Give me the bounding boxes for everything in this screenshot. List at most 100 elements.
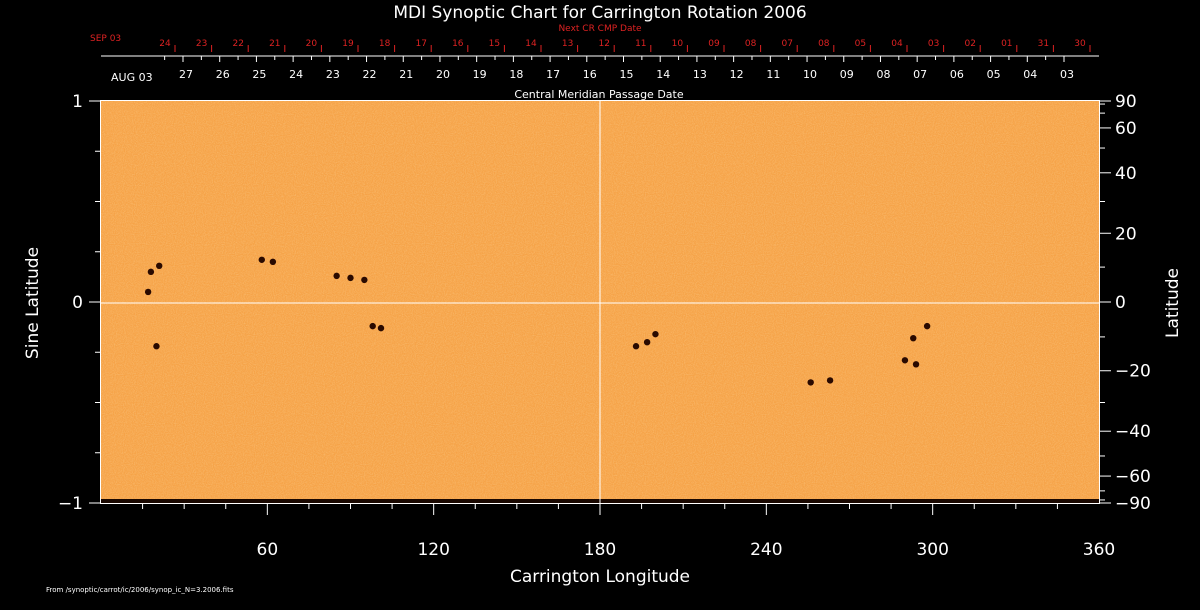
next-cr-label-14: 10	[672, 39, 684, 49]
x-tick-label-3: 240	[750, 540, 782, 560]
next-cr-label: Next CR CMP Date	[558, 24, 642, 34]
y-axis-left-label: Sine Latitude	[23, 247, 43, 359]
next-cr-label-12: 12	[598, 39, 609, 49]
next-cr-label-1: 23	[196, 39, 207, 49]
top-date-label-15: 12	[730, 68, 744, 81]
sunspot-13	[652, 330, 659, 338]
sunspot-1	[156, 262, 163, 270]
y-left-tick-label-2: −1	[58, 494, 83, 514]
y-right-tick-label-6: −40	[1115, 422, 1151, 442]
source-footer: From /synoptic/carrot/ic/2006/synop_ic_N…	[46, 586, 234, 594]
top-date-label-5: 22	[363, 68, 377, 81]
sunspot-17	[912, 361, 920, 368]
top-date-label-16: 11	[766, 68, 780, 81]
chart-title: MDI Synoptic Chart for Carrington Rotati…	[393, 3, 806, 23]
next-cr-label-13: 11	[635, 39, 646, 49]
top-date-label-21: 06	[950, 68, 964, 81]
sunspot-19	[910, 334, 917, 342]
top-date-label-11: 16	[583, 68, 597, 81]
x-tick-label-0: 60	[257, 540, 279, 560]
next-cr-label-17: 07	[781, 39, 792, 49]
y-left-ticks: 1 0 −1	[58, 92, 101, 514]
top-date-label-14: 13	[693, 68, 707, 81]
top-date-label-10: 17	[546, 68, 560, 81]
top-date-label-3: 24	[289, 68, 303, 81]
top-date-label-1: 26	[216, 68, 230, 81]
y-axis-right-label: Latitude	[1163, 268, 1183, 338]
y-right-tick-label-3: 20	[1115, 224, 1137, 244]
x-tick-label-4: 300	[916, 540, 948, 560]
top-date-label-13: 14	[656, 68, 670, 81]
y-right-tick-label-2: 40	[1115, 164, 1137, 184]
y-left-tick-label-0: 1	[72, 92, 83, 112]
next-cr-label-16: 08	[745, 39, 757, 49]
next-cr-start: SEP 03	[90, 34, 121, 44]
next-cr-label-3: 21	[269, 39, 280, 49]
top-date-label-4: 23	[326, 68, 340, 81]
y-right-tick-label-7: −60	[1115, 467, 1151, 487]
next-cr-label-10: 14	[525, 39, 537, 49]
next-cr-label-2: 22	[232, 39, 243, 49]
next-cr-label-0: 24	[159, 39, 171, 49]
top-date-label-22: 05	[987, 68, 1001, 81]
top-date-label-24: 03	[1060, 68, 1074, 81]
x-axis-label: Carrington Longitude	[510, 567, 690, 587]
top-axis-label: Central Meridian Passage Date	[514, 88, 683, 101]
next-cr-label-4: 20	[306, 39, 318, 49]
sunspot-2	[144, 288, 152, 296]
top-date-label-6: 21	[399, 68, 413, 81]
x-tick-label-2: 180	[584, 540, 616, 560]
sunspot-4	[258, 256, 265, 263]
next-cr-label-19: 05	[855, 39, 866, 49]
sunspot-8	[361, 276, 368, 284]
top-date-label-19: 08	[876, 68, 890, 81]
next-cr-label-22: 02	[964, 39, 975, 49]
sunspot-5	[269, 258, 277, 265]
next-cr-label-18: 08	[818, 39, 830, 49]
y-right-tick-label-8: −90	[1115, 494, 1151, 514]
top-date-label-0: 27	[179, 68, 193, 81]
sunspot-16	[901, 357, 909, 364]
next-cr-label-11: 13	[562, 39, 573, 49]
y-right-tick-label-5: −20	[1115, 362, 1151, 382]
top-date-label-17: 10	[803, 68, 817, 81]
sunspot-9	[369, 322, 376, 330]
next-cr-label-7: 17	[415, 39, 426, 49]
sunspot-15	[826, 377, 834, 384]
sunspot-7	[347, 274, 354, 282]
top-date-label-2: 25	[252, 68, 266, 81]
top-date-axis: 27 26 25 24 23 22 21 20 19 18 17 16 15 14 13 12 11 10 09 08…	[101, 55, 1099, 81]
sunspot-12	[643, 339, 651, 346]
top-date-label-7: 20	[436, 68, 450, 81]
sunspot-18	[923, 322, 931, 330]
x-axis-ticks: 60 120 180 240 300 360	[142, 503, 1115, 560]
sunspot-0	[147, 268, 155, 276]
next-cr-label-8: 16	[452, 39, 464, 49]
y-right-ticks: 90 60 40 20 0 −20 −40 −60 −90	[1099, 92, 1151, 514]
x-tick-label-1: 120	[417, 540, 449, 560]
sunspot-10	[377, 324, 385, 332]
next-cr-label-23: 01	[1001, 39, 1012, 49]
sunspot-14	[807, 379, 814, 386]
sunspot-11	[632, 343, 640, 350]
sunspot-3	[153, 343, 160, 350]
sunspot-6	[333, 272, 340, 280]
top-axis-start: AUG 03	[111, 71, 153, 84]
sunspot-group	[144, 256, 931, 386]
y-right-tick-label-1: 60	[1115, 119, 1137, 139]
y-left-tick-label-1: 0	[72, 293, 83, 313]
next-cr-label-15: 09	[708, 39, 720, 49]
next-cr-label-24: 31	[1038, 39, 1049, 49]
top-date-label-8: 19	[473, 68, 487, 81]
top-date-label-20: 07	[913, 68, 927, 81]
next-cr-label-6: 18	[379, 39, 391, 49]
y-right-tick-label-0: 90	[1115, 92, 1137, 112]
y-right-tick-label-4: 0	[1115, 293, 1126, 313]
top-date-label-9: 18	[509, 68, 523, 81]
next-cr-label-20: 04	[891, 39, 903, 49]
next-cr-label-9: 15	[489, 39, 500, 49]
x-tick-label-5: 360	[1083, 540, 1115, 560]
next-cr-date-axis: 24 23 22 21 20 19 18 17 16 15 14 13 12 11 10 09 08 07 08 05…	[159, 39, 1091, 52]
next-cr-label-5: 19	[342, 39, 354, 49]
